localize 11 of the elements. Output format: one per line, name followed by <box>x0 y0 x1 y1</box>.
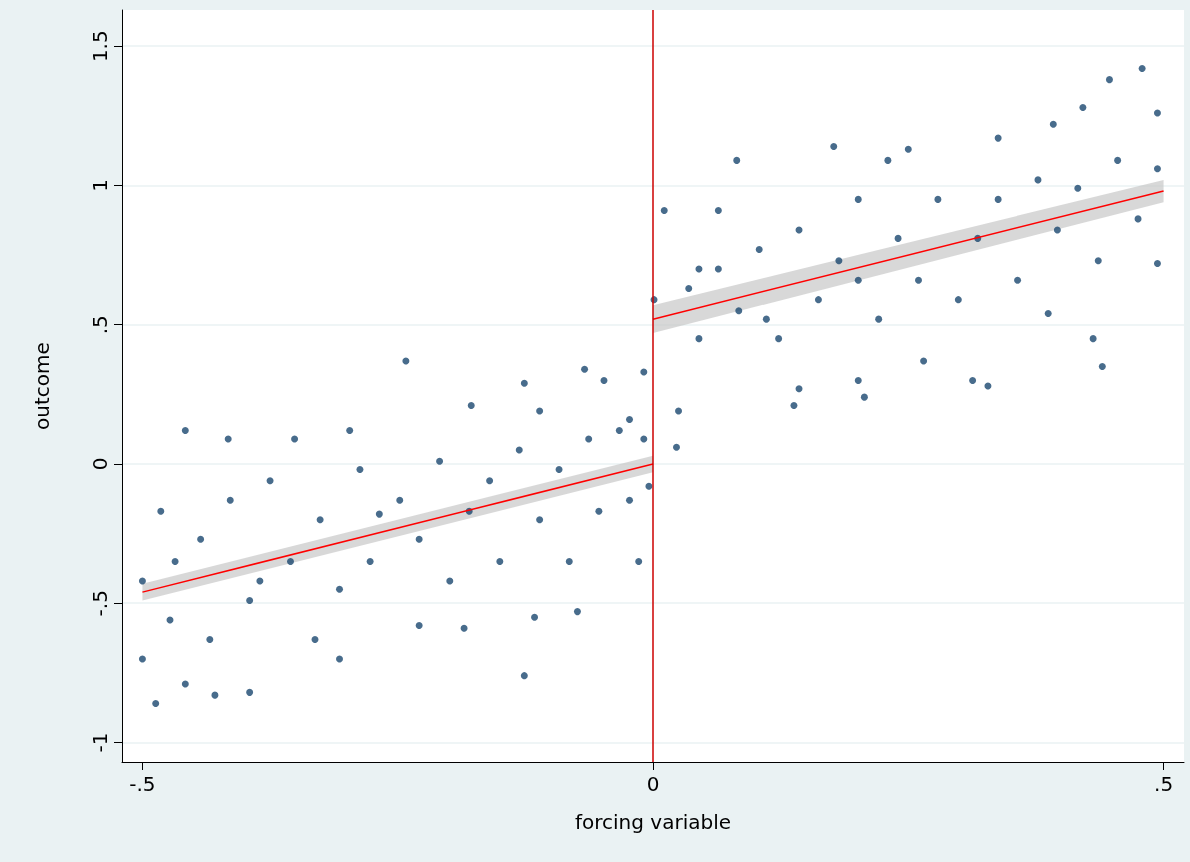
y-tick-label: -.5 <box>88 590 112 617</box>
y-tick-label: 0 <box>88 457 112 471</box>
x-tick-label: -.5 <box>129 772 156 796</box>
x-axis-title: forcing variable <box>574 810 732 834</box>
y-tick-label: 1 <box>88 179 112 192</box>
y-axis-title: outcome <box>30 342 54 430</box>
y-tick-label: 1.5 <box>88 30 112 63</box>
y-tick-label: .5 <box>88 315 112 335</box>
x-tick-label: .5 <box>1154 772 1174 796</box>
x-tick-label: 0 <box>646 772 660 796</box>
y-tick-label: -1 <box>88 732 112 753</box>
